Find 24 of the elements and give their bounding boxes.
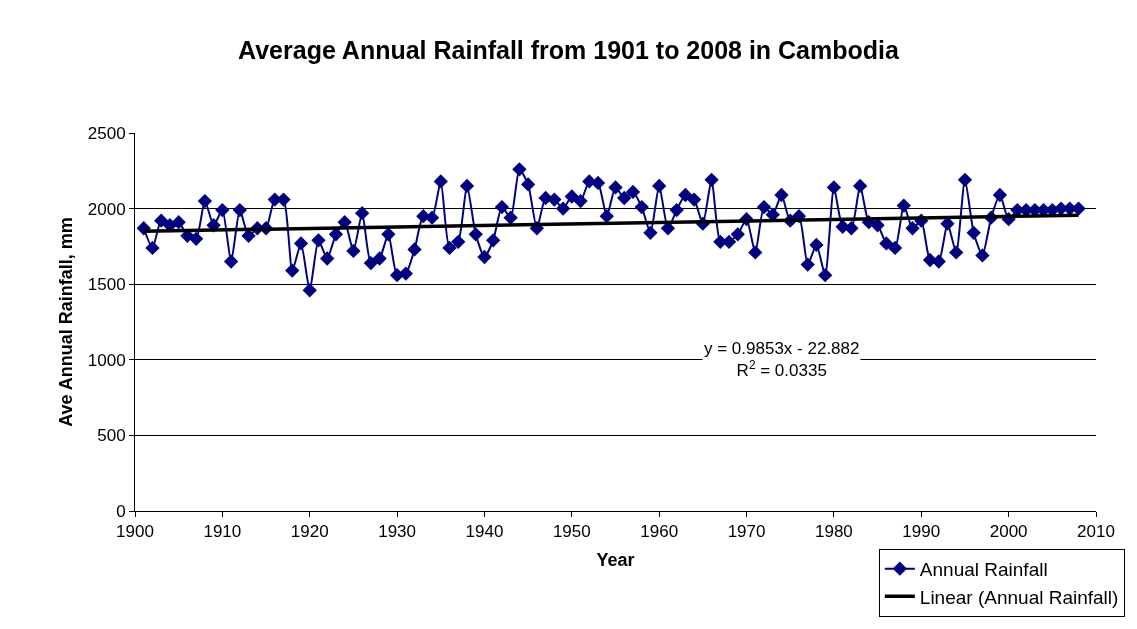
annotation: y = 0.9853x - 22.882 R$^{2}$ = 0.0335 (704, 339, 860, 381)
y-tick-label: 500 (97, 426, 126, 446)
x-tick-label: 1990 (902, 522, 941, 542)
y-tick-label: 1000 (87, 350, 126, 370)
x-axis-title: Year (596, 549, 635, 570)
x-tick-label: 1950 (552, 522, 591, 542)
y-tick-label: 2500 (87, 123, 126, 143)
x-tick-label: 1940 (465, 522, 504, 542)
x-tick-label: 1960 (640, 522, 679, 542)
y-axis-title: Ave Annual Rainfall, mm (55, 217, 76, 427)
x-tick-label: 1970 (727, 522, 766, 542)
x-tick-label: 1930 (378, 522, 416, 542)
x-tick-label: 1920 (290, 522, 329, 542)
chart-title: Average Annual Rainfall from 1901 to 2008 in Cambodia (238, 36, 901, 65)
x-tick-label: 1980 (815, 522, 853, 542)
y-tick-label: 1500 (87, 275, 126, 295)
x-tick-label: 1910 (203, 522, 242, 542)
x-tick-label: 2000 (989, 522, 1028, 542)
legend-label: Annual Rainfall (919, 559, 1048, 581)
legend-label: Linear (Annual Rainfall) (919, 586, 1119, 608)
y-tick-label: 2000 (87, 199, 126, 219)
x-tick-label: 1900 (116, 522, 154, 542)
x-tick-label: 2010 (1077, 522, 1115, 542)
y-tick-label: 0 (116, 501, 126, 521)
